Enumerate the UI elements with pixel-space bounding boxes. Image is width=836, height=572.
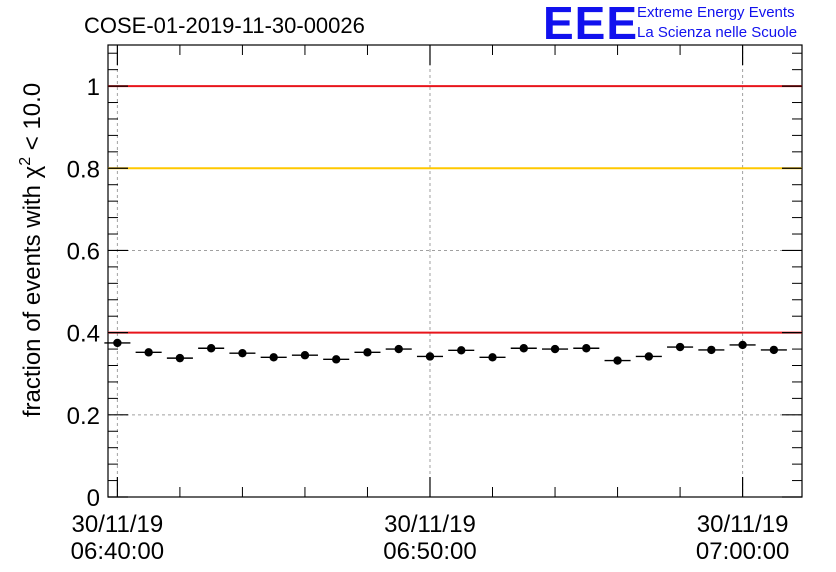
y-tick-label: 0.2	[67, 403, 100, 430]
data-point	[425, 352, 435, 361]
data-point	[206, 344, 216, 353]
data-point	[738, 340, 747, 350]
data-point	[175, 353, 185, 363]
data-point	[675, 342, 685, 352]
data-point	[644, 352, 654, 361]
x-tick-date: 30/11/19	[72, 511, 164, 538]
y-tick-label: 1	[87, 74, 100, 101]
y-tick-label: 0.6	[67, 238, 100, 265]
data-point	[488, 353, 497, 362]
data-point	[269, 353, 278, 362]
data-point	[707, 345, 716, 355]
chart-title: COSE-01-2019-11-30-00026	[84, 13, 365, 38]
data-point	[363, 348, 372, 357]
x-tick-time: 06:40:00	[71, 538, 164, 565]
logo-line-2: La Scienza nelle Scuole	[637, 24, 798, 41]
reference-lines	[108, 85, 802, 334]
data-point	[113, 338, 122, 348]
grid-lines	[108, 45, 802, 497]
y-tick-label: 0.4	[67, 321, 100, 348]
x-tick-date: 30/11/19	[384, 511, 476, 538]
axis-ticks: 00.20.40.60.8130/11/1906:40:0030/11/1906…	[67, 45, 802, 565]
x-tick-time: 07:00:00	[696, 538, 789, 565]
data-point	[332, 355, 341, 364]
data-point	[238, 348, 247, 358]
data-point	[519, 344, 528, 353]
data-point	[582, 344, 591, 353]
data-point	[457, 346, 466, 355]
y-axis-label: fraction of events with χ2 < 10.0	[17, 83, 46, 417]
data-point	[144, 348, 153, 357]
y-tick-label: 0.8	[67, 156, 100, 183]
data-point	[394, 344, 403, 354]
data-point	[613, 356, 622, 365]
plot-frame	[107, 44, 803, 498]
data-point	[300, 351, 310, 360]
data-point	[550, 344, 560, 354]
logo-line-1: Extreme Energy Events	[637, 4, 795, 21]
data-point	[769, 345, 779, 355]
x-tick-date: 30/11/19	[697, 511, 789, 538]
x-tick-time: 06:50:00	[383, 538, 476, 565]
data-points	[104, 338, 787, 365]
y-tick-label: 0	[87, 485, 100, 512]
eee-logo-mark: EEE	[543, 0, 639, 49]
